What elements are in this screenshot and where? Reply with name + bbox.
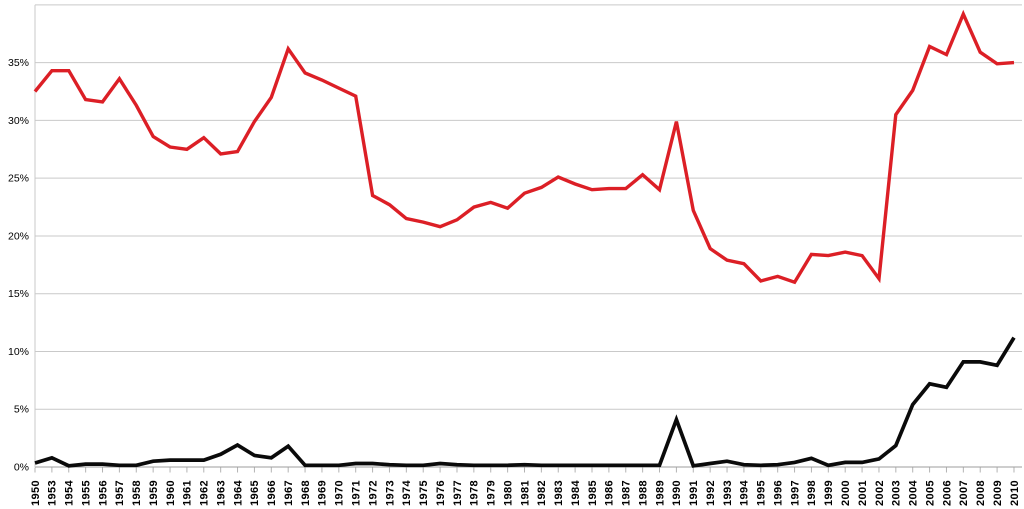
x-axis-label: 1989 bbox=[654, 480, 666, 506]
red-series-line bbox=[33, 9, 1015, 285]
x-axis-label: 1982 bbox=[536, 480, 548, 506]
x-axis-label: 1988 bbox=[637, 480, 649, 506]
x-axis-label: 1958 bbox=[131, 480, 143, 506]
y-axis-label: 35% bbox=[8, 57, 29, 69]
x-axis-label: 1974 bbox=[401, 479, 413, 506]
x-axis-label: 1999 bbox=[823, 480, 835, 506]
x-axis-label: 2009 bbox=[992, 480, 1004, 506]
x-axis-label: 1955 bbox=[80, 480, 92, 506]
x-axis-label: 1962 bbox=[199, 480, 211, 506]
x-axis-label: 1993 bbox=[722, 480, 734, 506]
x-axis-label: 1953 bbox=[47, 480, 59, 506]
x-axis-label: 1981 bbox=[519, 480, 531, 506]
x-axis-label: 1994 bbox=[739, 479, 751, 506]
x-axis-label: 1978 bbox=[469, 480, 481, 506]
x-axis-label: 2006 bbox=[941, 480, 953, 506]
x-axis-label: 1973 bbox=[384, 480, 396, 506]
series-lines bbox=[33, 9, 1016, 468]
y-axis-label: 10% bbox=[8, 346, 29, 358]
x-axis-label: 1984 bbox=[570, 479, 582, 506]
x-axis-label: 1991 bbox=[688, 480, 700, 506]
x-axis-label: 1976 bbox=[435, 480, 447, 506]
y-axis-label: 30% bbox=[8, 115, 29, 127]
x-axis-labels: 1950 1953 1954 1955 1956 1957 1958 1959 1960 1961… bbox=[30, 479, 1021, 506]
x-axis-label: 1987 bbox=[621, 480, 633, 506]
y-axis-label: 25% bbox=[8, 173, 29, 185]
x-axis-label: 1995 bbox=[756, 480, 768, 506]
x-axis-label: 1997 bbox=[789, 480, 801, 506]
x-axis-label: 1971 bbox=[351, 480, 363, 506]
x-axis-label: 1986 bbox=[604, 480, 616, 506]
x-axis-label: 1961 bbox=[182, 480, 194, 506]
x-axis-label: 1998 bbox=[806, 480, 818, 506]
x-axis-label: 1959 bbox=[148, 480, 160, 506]
x-axis-label: 2004 bbox=[908, 479, 920, 506]
x-axis-label: 1960 bbox=[165, 480, 177, 506]
y-axis-label: 20% bbox=[8, 230, 29, 242]
x-axis-label: 2007 bbox=[958, 480, 970, 506]
x-axis-label: 1979 bbox=[486, 480, 498, 506]
y-axis-labels: 0% 5% 10% 15% 20% 25% 30% 35% bbox=[8, 57, 29, 473]
y-axis-label: 0% bbox=[14, 462, 29, 474]
y-axis-label: 5% bbox=[14, 404, 29, 416]
x-axis-label: 1970 bbox=[334, 480, 346, 506]
x-axis-label: 1965 bbox=[249, 480, 261, 506]
x-axis-label: 1996 bbox=[772, 480, 784, 506]
x-axis-label: 1990 bbox=[671, 480, 683, 506]
x-axis-label: 1985 bbox=[587, 480, 599, 506]
x-axis-label: 2005 bbox=[924, 480, 936, 506]
x-axis-label: 1954 bbox=[64, 479, 76, 506]
x-axis-label: 1963 bbox=[215, 480, 227, 506]
x-axis-label: 2000 bbox=[840, 480, 852, 506]
x-axis-label: 1966 bbox=[266, 480, 278, 506]
x-axis-label: 1964 bbox=[232, 479, 244, 506]
x-axis-label: 2001 bbox=[857, 480, 869, 506]
x-axis-label: 1969 bbox=[317, 480, 329, 506]
x-axis-ticks bbox=[34, 467, 1015, 473]
y-axis-label: 15% bbox=[8, 288, 29, 300]
x-axis-label: 1968 bbox=[300, 480, 312, 506]
x-axis-label: 2010 bbox=[1009, 480, 1021, 506]
x-axis-label: 1950 bbox=[30, 480, 42, 506]
x-axis-label: 1967 bbox=[283, 480, 295, 506]
black-series-line bbox=[34, 336, 1016, 468]
x-axis-label: 1972 bbox=[367, 480, 379, 506]
x-axis-label: 1977 bbox=[452, 480, 464, 506]
x-axis-label: 2008 bbox=[975, 480, 987, 506]
x-axis-label: 2002 bbox=[874, 480, 886, 506]
x-axis-label: 2003 bbox=[891, 480, 903, 506]
x-axis-label: 1956 bbox=[97, 480, 109, 506]
x-axis-label: 1957 bbox=[114, 480, 126, 506]
gridlines bbox=[35, 4, 1022, 468]
x-axis-label: 1983 bbox=[553, 480, 565, 506]
x-axis-label: 1975 bbox=[418, 480, 430, 506]
x-axis-label: 1980 bbox=[502, 480, 514, 506]
x-axis-label: 1992 bbox=[705, 480, 717, 506]
